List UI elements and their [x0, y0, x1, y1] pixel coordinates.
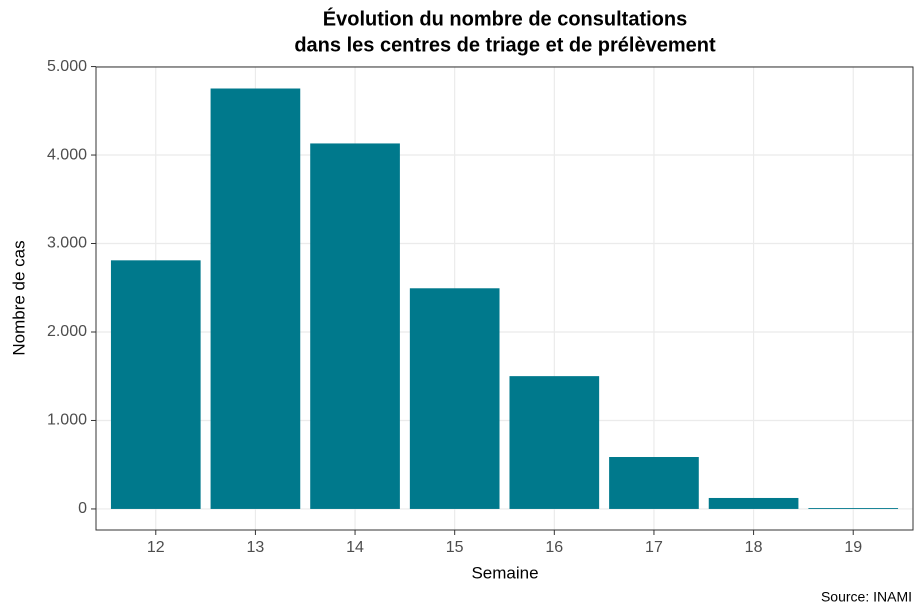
- x-tick-label: 15: [446, 539, 464, 556]
- y-tick-label: 0: [78, 500, 87, 517]
- x-tick-label: 13: [247, 539, 265, 556]
- chart-title: dans les centres de triage et de prélève…: [294, 34, 716, 56]
- x-tick-label: 12: [147, 539, 165, 556]
- y-axis-title: Nombre de cas: [9, 240, 28, 355]
- caption: Source: INAMI: [821, 589, 912, 605]
- x-tick-label: 16: [545, 539, 563, 556]
- bar: [708, 497, 799, 509]
- bar: [110, 260, 201, 509]
- bar: [808, 508, 899, 509]
- y-tick-label: 1.000: [47, 412, 87, 429]
- y-tick-label: 2.000: [47, 323, 87, 340]
- x-tick-label: 14: [346, 539, 364, 556]
- x-tick-label: 18: [745, 539, 763, 556]
- bar: [210, 88, 301, 509]
- bar: [609, 457, 699, 509]
- x-tick-label: 19: [844, 539, 862, 556]
- y-tick-label: 5.000: [47, 58, 87, 75]
- bar: [509, 376, 600, 509]
- x-axis-title: Semaine: [471, 563, 538, 582]
- bar: [409, 288, 500, 509]
- chart-title: Évolution du nombre de consultations: [323, 7, 687, 30]
- x-tick-label: 17: [645, 539, 663, 556]
- y-tick-label: 3.000: [47, 235, 87, 252]
- plot-border: [95, 66, 914, 531]
- bar: [310, 143, 400, 509]
- y-tick-label: 4.000: [47, 146, 87, 163]
